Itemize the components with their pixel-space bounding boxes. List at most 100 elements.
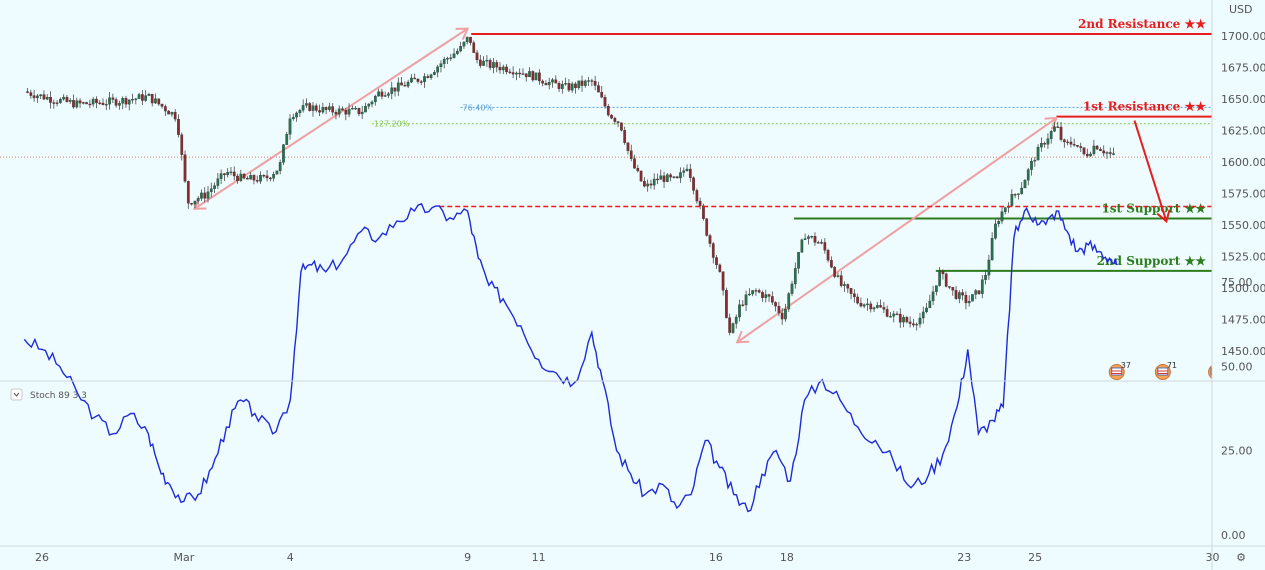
candle [380, 88, 384, 100]
candle [492, 58, 495, 74]
candle [278, 159, 282, 175]
fib-label: 76.40% [463, 103, 494, 112]
candle [564, 77, 567, 86]
candle [223, 173, 226, 182]
candle [272, 171, 275, 182]
candle [1108, 147, 1112, 159]
candle [807, 234, 810, 245]
candle [711, 242, 715, 264]
candle [797, 252, 800, 274]
candle [984, 269, 987, 285]
candle [1036, 144, 1040, 161]
candle [406, 79, 410, 89]
candle [823, 238, 827, 254]
candle [324, 106, 328, 115]
candle [1112, 147, 1115, 156]
candle [921, 306, 925, 324]
candle [967, 295, 971, 307]
candle [472, 40, 476, 53]
candle [1003, 207, 1007, 215]
candle [426, 74, 430, 79]
candle [354, 105, 357, 110]
candle [597, 81, 600, 93]
level-label: 2nd Resistance ★★ [1078, 17, 1206, 31]
candle [872, 306, 876, 313]
candle [1040, 137, 1043, 152]
candle [288, 114, 292, 140]
candle [308, 102, 312, 112]
candle [488, 58, 492, 71]
candle [793, 262, 797, 289]
candle [639, 170, 643, 182]
candle [692, 176, 695, 195]
candle [885, 305, 889, 318]
candle [446, 56, 449, 65]
candle [534, 72, 538, 81]
candle [141, 90, 144, 105]
candle [935, 285, 938, 296]
candle [1062, 138, 1066, 148]
candle [364, 102, 367, 113]
event-flag-icon[interactable]: 37 [1108, 361, 1131, 380]
candle [1079, 142, 1083, 153]
candle [104, 99, 108, 111]
candle [708, 233, 712, 248]
candle [738, 299, 741, 322]
candle [1105, 151, 1109, 160]
candle [652, 173, 656, 190]
candle [620, 122, 623, 132]
candle [1017, 193, 1020, 200]
candle [790, 280, 794, 297]
price-axis-background [1212, 0, 1265, 570]
x-tick-label: 30 [1206, 551, 1220, 564]
candle [400, 77, 403, 86]
candle [856, 293, 859, 305]
candle [331, 103, 335, 116]
candle [1000, 206, 1004, 225]
candle [163, 104, 167, 117]
candle [72, 94, 75, 109]
settings-gear-icon[interactable]: ⚙ [1236, 551, 1246, 564]
candle [177, 114, 180, 138]
candle [144, 90, 148, 102]
candle [1082, 147, 1086, 156]
candle [393, 87, 397, 97]
candle [649, 179, 653, 189]
candle [111, 93, 115, 103]
candle [741, 300, 745, 307]
y-tick-label: 1475.00 [1221, 314, 1265, 327]
candle [600, 85, 604, 99]
candle [816, 240, 820, 244]
collapse-toggle[interactable] [10, 388, 23, 401]
candle [465, 36, 469, 45]
candle [147, 93, 151, 96]
candle [183, 150, 187, 183]
candle [1020, 182, 1024, 195]
event-count: 71 [1167, 361, 1177, 370]
candle [236, 173, 239, 184]
candle [931, 285, 935, 306]
candle [433, 70, 436, 76]
candle [646, 179, 650, 192]
candle [1102, 145, 1106, 157]
candle [1059, 121, 1063, 142]
candle [265, 170, 269, 182]
candle [341, 106, 344, 111]
candle [554, 75, 558, 84]
candle [629, 144, 633, 162]
candle [882, 302, 886, 314]
event-flag-icon[interactable]: 71 [1154, 361, 1177, 380]
candle [662, 171, 666, 188]
candle [328, 102, 331, 112]
candle [574, 81, 577, 94]
candle [213, 182, 216, 194]
candle [643, 176, 646, 188]
x-tick-label: 26 [35, 551, 49, 564]
candle [524, 73, 528, 82]
candle [547, 77, 551, 90]
candle [895, 311, 899, 316]
candle [275, 170, 279, 175]
candle [954, 286, 958, 300]
candle [859, 297, 863, 308]
